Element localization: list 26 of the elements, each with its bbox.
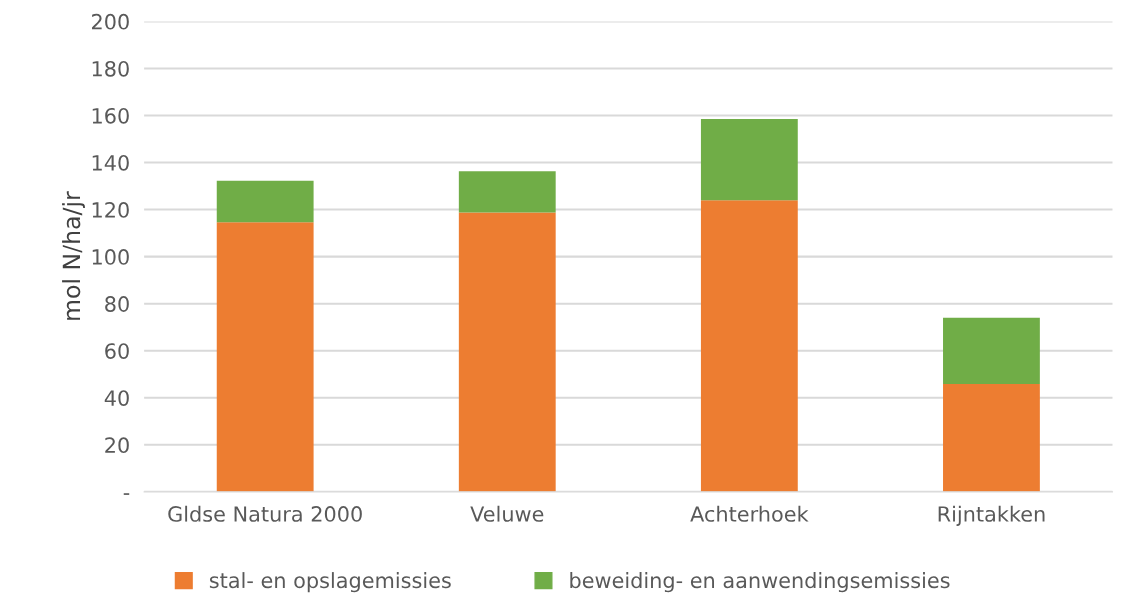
y-tick-label: 120	[92, 202, 129, 218]
bar	[458, 212, 556, 492]
bar	[700, 200, 798, 492]
bar	[458, 171, 556, 213]
y-tick-label: 40	[104, 390, 129, 406]
bar	[943, 384, 1040, 492]
y-axis-title: mol N/ha/jr	[62, 191, 85, 320]
y-tick-label: -	[123, 493, 130, 495]
bar	[216, 222, 314, 492]
bar	[216, 180, 314, 223]
x-tick-label: Veluwe	[470, 505, 544, 522]
y-tick-label: 200	[92, 13, 129, 30]
y-tick-label: 180	[92, 60, 129, 77]
y-tick-label: 160	[92, 107, 129, 124]
x-tick-label: Achterhoek	[690, 505, 809, 522]
y-tick-label: 100	[92, 249, 129, 265]
bar	[700, 119, 798, 201]
x-tick-label: Gldse Natura 2000	[168, 505, 362, 522]
bar	[943, 317, 1040, 385]
y-tick-label: 80	[105, 296, 129, 312]
y-tick-label: 60	[105, 343, 129, 359]
legend-label: stal- en opslagemissies	[209, 572, 451, 593]
x-tick-label: Rijntakken	[938, 505, 1045, 526]
y-tick-label: 140	[92, 154, 129, 171]
legend-label: beweiding- en aanwendingsemissies	[570, 572, 950, 593]
y-tick-label: 20	[105, 437, 129, 454]
